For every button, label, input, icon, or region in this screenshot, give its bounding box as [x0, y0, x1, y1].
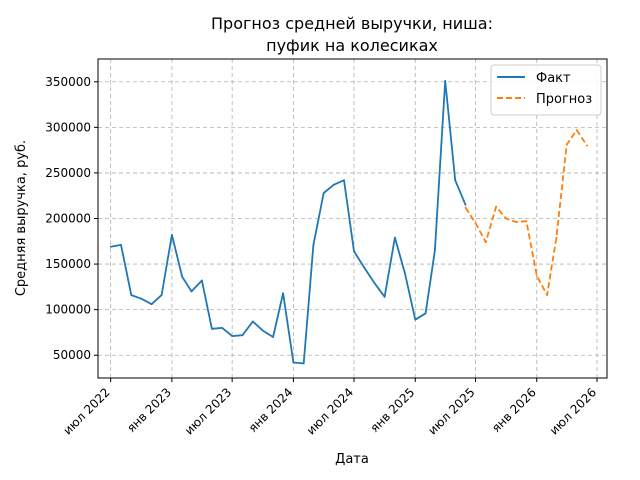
data-point	[322, 192, 325, 194]
data-point	[565, 143, 568, 146]
data-point	[343, 179, 345, 182]
y-tick-label: 50000	[53, 348, 91, 362]
data-point	[464, 203, 467, 206]
data-point	[535, 275, 538, 277]
data-point	[140, 297, 143, 300]
data-point	[454, 179, 457, 182]
data-point	[231, 335, 234, 337]
data-point	[200, 279, 203, 282]
data-point	[120, 244, 122, 246]
y-axis-label: Средняя выручка, руб.	[14, 140, 29, 296]
data-point	[484, 241, 487, 244]
data-point	[433, 249, 436, 252]
data-point	[332, 183, 335, 186]
legend-label-forecast: Прогноз	[536, 92, 592, 107]
y-tick-label: 200000	[45, 212, 91, 226]
y-tick-label: 350000	[45, 75, 91, 89]
data-point	[586, 144, 588, 147]
data-point	[424, 312, 427, 315]
data-point	[404, 272, 406, 275]
chart-title-line-2: пуфик на колесиках	[266, 36, 438, 55]
data-point	[474, 222, 477, 224]
data-point	[150, 303, 153, 306]
data-point	[282, 292, 284, 295]
data-point	[464, 206, 467, 209]
data-point	[444, 79, 447, 82]
data-point	[241, 334, 244, 337]
y-axis-ticks: 50000 100000 150000 200000 250000 300000 35000…	[45, 75, 98, 362]
legend-label-fact: Факт	[536, 71, 571, 86]
y-tick-label: 150000	[45, 257, 91, 271]
series-line-fact	[110, 80, 467, 365]
data-point	[130, 294, 133, 296]
y-tick-label: 100000	[45, 303, 91, 317]
data-point	[495, 205, 498, 208]
chart-title-line-1: Прогноз средней выручки, ниша:	[211, 14, 493, 33]
data-point	[383, 295, 386, 298]
data-point	[190, 290, 193, 293]
data-point	[171, 234, 173, 236]
data-point	[546, 294, 548, 296]
data-point	[312, 244, 315, 246]
data-point	[272, 336, 275, 338]
data-point	[160, 294, 163, 296]
y-tick-label: 250000	[45, 166, 91, 180]
data-point	[394, 236, 396, 239]
y-tick-label: 300000	[45, 120, 91, 134]
series-layer	[109, 79, 588, 365]
data-point	[555, 236, 558, 239]
data-point	[515, 221, 518, 224]
data-point	[292, 361, 295, 364]
data-point	[221, 326, 224, 329]
x-axis-label: Дата	[335, 452, 369, 467]
data-point	[363, 266, 366, 269]
data-point	[505, 217, 508, 220]
data-point	[210, 327, 213, 330]
data-point	[109, 245, 112, 248]
data-point	[353, 250, 355, 253]
data-point	[302, 362, 305, 365]
data-point	[525, 220, 528, 223]
data-point	[181, 275, 184, 278]
data-point	[251, 320, 254, 323]
grid	[98, 59, 607, 378]
data-point	[373, 282, 376, 285]
data-point	[414, 318, 417, 321]
data-point	[575, 129, 578, 131]
data-point	[261, 329, 264, 332]
legend: Факт Прогноз	[490, 64, 602, 116]
